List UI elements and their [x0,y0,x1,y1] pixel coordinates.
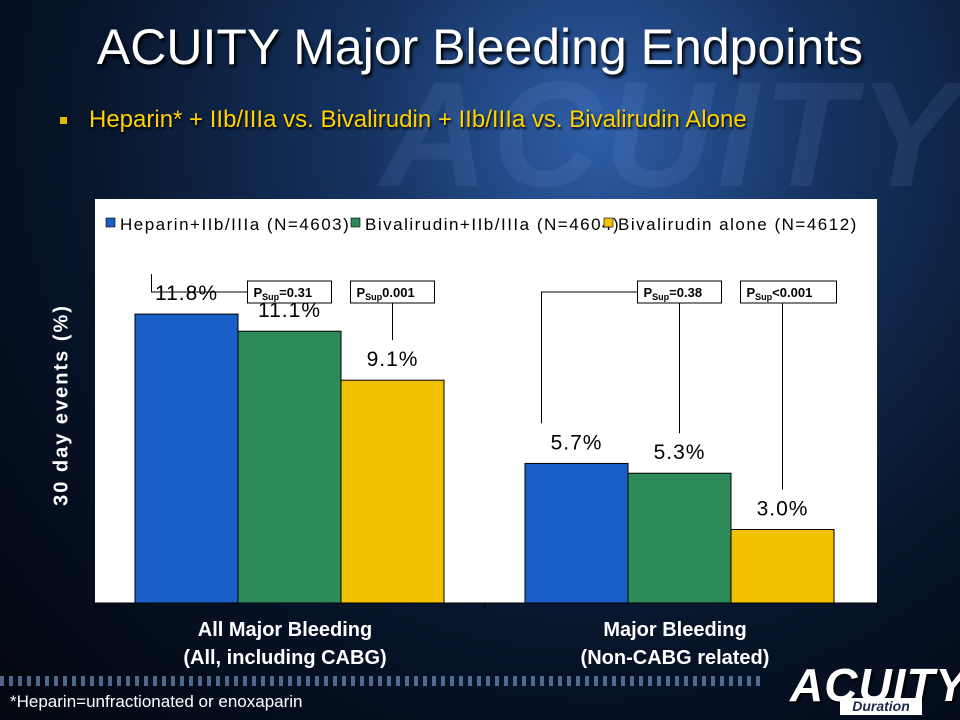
legend-swatch-2 [603,217,614,228]
acuity-logo: ACUITY Duration [790,658,960,716]
bracket-line [541,291,638,424]
category-label-all-major-bleeding: All Major Bleeding (All, including CABG) [135,616,435,672]
bar-0-1 [524,462,629,604]
legend-label-1: Bivalirudin+IIb/IIIa (N=4604) [365,215,620,234]
bullet-item: Heparin* + IIb/IIIa vs. Bivalirudin + II… [60,106,747,134]
bracket-line [151,274,248,293]
bullet-square-icon [60,116,67,124]
p-value-box-2 [637,280,722,304]
data-label-0-1: 5.7% [551,431,603,454]
data-label-2-0: 9.1% [367,348,419,371]
bar-0-0 [134,313,239,604]
bar-1-1 [627,472,732,604]
data-label-1-1: 5.3% [654,441,706,464]
data-label-1-0: 11.1% [258,299,321,322]
category-1-line-2: (Non-CABG related) [580,647,770,669]
p-value-box-1 [350,280,435,304]
p-value-box-3 [740,280,837,304]
decorative-dotted-band [0,676,760,686]
category-0-line-1: All Major Bleeding [197,619,373,641]
data-label-0-0: 11.8% [155,282,218,305]
category-1-line-1: Major Bleeding [603,619,747,641]
legend-swatch-1 [350,217,361,228]
acuity-watermark: ACUITY [380,50,960,218]
bar-1-0 [237,330,342,604]
category-label-non-cabg: Major Bleeding (Non-CABG related) [525,616,825,672]
legend-label-2: Bivalirudin alone (N=4612) [618,215,858,234]
bar-2-1 [730,529,835,604]
p-value-box-0 [247,280,332,304]
category-0-line-2: (All, including CABG) [183,647,387,669]
footnote: *Heparin=unfractionated or enoxaparin [10,692,303,711]
bar-2-0 [340,379,445,604]
slide-title: ACUITY Major Bleeding Endpoints [96,19,864,75]
legend-label-0: Heparin+IIb/IIIa (N=4603) [120,215,350,234]
bullet-text: Heparin* + IIb/IIIa vs. Bivalirudin + II… [89,106,747,133]
logo-duration-tag: Duration [840,698,922,715]
legend-swatch-0 [105,217,116,228]
data-label-2-1: 3.0% [757,498,809,521]
